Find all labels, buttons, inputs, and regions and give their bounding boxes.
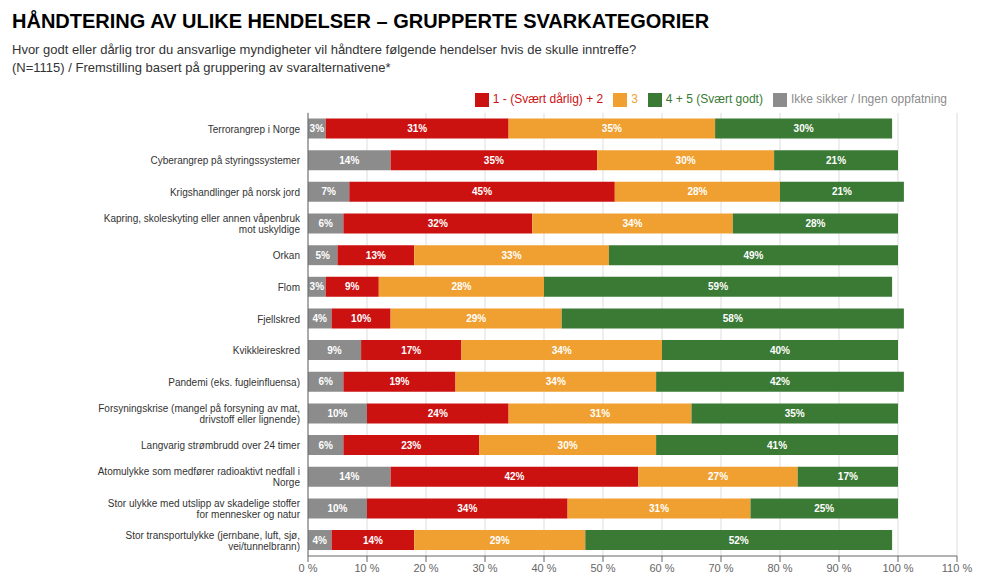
svg-text:14%: 14% [339,471,359,482]
svg-text:30%: 30% [676,155,696,166]
svg-text:21%: 21% [832,186,852,197]
svg-text:42%: 42% [770,376,790,387]
svg-text:60 %: 60 % [649,562,674,574]
svg-text:30%: 30% [794,123,814,134]
svg-text:49%: 49% [743,250,763,261]
svg-text:Langvarig strømbrudd over 24 t: Langvarig strømbrudd over 24 timer [141,440,301,451]
svg-text:4%: 4% [313,535,328,546]
html-text:Hvor godt eller dårlig tror du: Hvor godt eller dårlig tror du ansvarlig… [12,42,637,57]
svg-text:3%: 3% [310,281,325,292]
svg-text:24%: 24% [428,408,448,419]
svg-text:32%: 32% [428,218,448,229]
svg-text:10%: 10% [351,313,371,324]
svg-text:Pandemi (eks. fugleinfluensa): Pandemi (eks. fugleinfluensa) [168,376,300,387]
html-text:4 + 5 (Svært godt): 4 + 5 (Svært godt) [665,92,763,106]
svg-text:Stor transportulykke (jernbane: Stor transportulykke (jernbane, luft, sj… [125,529,300,551]
svg-text:19%: 19% [389,376,409,387]
svg-text:34%: 34% [546,376,566,387]
svg-text:30 %: 30 % [472,562,497,574]
svg-text:31%: 31% [590,408,610,419]
svg-text:52%: 52% [729,535,749,546]
svg-text:31%: 31% [407,123,427,134]
svg-text:50 %: 50 % [590,562,615,574]
svg-text:13%: 13% [366,250,386,261]
html-text:1 - (Svært dårlig) + 2: 1 - (Svært dårlig) + 2 [492,92,604,106]
svg-text:27%: 27% [708,471,728,482]
svg-text:6%: 6% [318,218,333,229]
svg-text:34%: 34% [622,218,642,229]
svg-text:110 %: 110 % [942,562,973,574]
svg-text:34%: 34% [552,345,572,356]
svg-text:80 %: 80 % [767,562,792,574]
svg-text:10%: 10% [327,408,347,419]
html-text:HÅNDTERING AV ULIKE HENDELSER: HÅNDTERING AV ULIKE HENDELSER – GRUPPERT… [12,10,710,32]
svg-text:35%: 35% [785,408,805,419]
svg-text:35%: 35% [602,123,622,134]
svg-text:Kvikkleireskred: Kvikkleireskred [233,345,300,356]
svg-text:40%: 40% [770,345,790,356]
svg-text:6%: 6% [318,440,333,451]
svg-text:70 %: 70 % [708,562,733,574]
svg-text:Stor ulykke med utslipp av ska: Stor ulykke med utslipp av skadelige sto… [108,498,301,520]
svg-text:Krigshandlinger på norsk jord: Krigshandlinger på norsk jord [170,186,300,197]
svg-text:20 %: 20 % [413,562,438,574]
svg-text:29%: 29% [466,313,486,324]
svg-text:3%: 3% [310,123,325,134]
svg-text:Fjellskred: Fjellskred [257,313,300,324]
svg-text:29%: 29% [490,535,510,546]
svg-text:41%: 41% [767,440,787,451]
svg-text:25%: 25% [814,503,834,514]
svg-text:Kapring, skoleskyting eller an: Kapring, skoleskyting eller annen våpenb… [104,213,301,235]
svg-text:42%: 42% [504,471,524,482]
svg-text:100 %: 100 % [882,562,913,574]
svg-text:90 %: 90 % [826,562,851,574]
svg-text:Terrorangrep i Norge: Terrorangrep i Norge [208,123,301,134]
svg-text:33%: 33% [502,250,522,261]
svg-text:28%: 28% [687,186,707,197]
svg-text:23%: 23% [401,440,421,451]
svg-text:30%: 30% [558,440,578,451]
svg-text:35%: 35% [484,155,504,166]
svg-text:59%: 59% [708,281,728,292]
html-text:(N=1115) / Fremstilling basert: (N=1115) / Fremstilling basert på gruppe… [12,60,391,75]
svg-text:28%: 28% [451,281,471,292]
svg-text:45%: 45% [472,186,492,197]
svg-text:4%: 4% [313,313,328,324]
svg-text:21%: 21% [826,155,846,166]
svg-text:28%: 28% [805,218,825,229]
svg-text:14%: 14% [363,535,383,546]
svg-text:6%: 6% [318,376,333,387]
svg-text:9%: 9% [345,281,360,292]
svg-text:Cyberangrep på styringssysteme: Cyberangrep på styringssystemer [150,155,300,166]
svg-text:31%: 31% [649,503,669,514]
svg-text:10 %: 10 % [354,562,379,574]
svg-text:14%: 14% [339,155,359,166]
svg-text:Flom: Flom [278,281,300,292]
svg-text:Forsyningskrise (mangel på for: Forsyningskrise (mangel på forsyning av … [98,403,300,425]
svg-text:17%: 17% [838,471,858,482]
svg-text:40 %: 40 % [531,562,556,574]
svg-text:0 %: 0 % [299,562,318,574]
svg-text:7%: 7% [321,186,336,197]
svg-text:58%: 58% [723,313,743,324]
svg-text:10%: 10% [327,503,347,514]
svg-text:34%: 34% [457,503,477,514]
html-text:Ikke sikker / Ingen oppfatning: Ikke sikker / Ingen oppfatning [790,92,947,106]
svg-text:5%: 5% [316,250,331,261]
svg-text:Atomulykke som medfører radioa: Atomulykke som medfører radioaktivt nedf… [98,466,301,488]
svg-text:9%: 9% [327,345,342,356]
svg-text:17%: 17% [401,345,421,356]
svg-text:Orkan: Orkan [273,250,300,261]
html-text:3: 3 [631,92,638,106]
